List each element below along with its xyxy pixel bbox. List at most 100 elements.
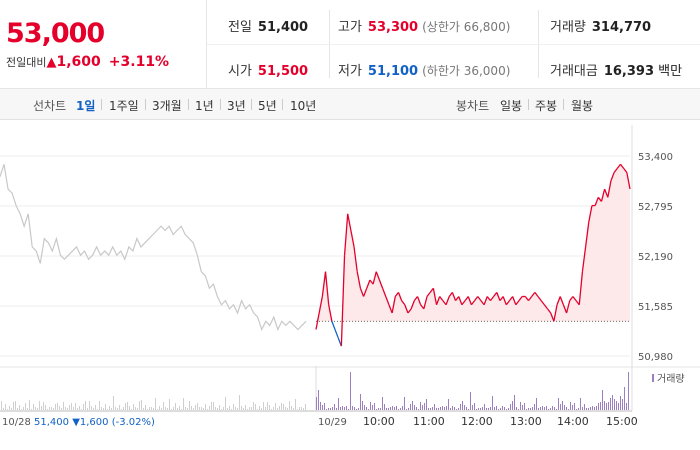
tab-3m[interactable]: 3개월 [152, 99, 182, 113]
volume-bar [510, 404, 511, 410]
price-segment [394, 291, 399, 297]
price-segment [505, 300, 510, 306]
volume-bar [412, 401, 413, 410]
tab-1y[interactable]: 1년 [195, 99, 214, 113]
price-segment [353, 246, 358, 272]
volume-bar [548, 409, 549, 410]
volume-bar [77, 408, 78, 410]
volume-bar [211, 402, 212, 410]
volume-bar [336, 408, 337, 410]
volume-bar [604, 401, 605, 410]
volume-bar [49, 407, 50, 410]
volume-bar [530, 408, 531, 410]
volume-bar [528, 408, 529, 410]
volume-bar [544, 407, 545, 410]
volume-bar [622, 399, 623, 410]
volume-bar [289, 401, 290, 410]
volume-bar [125, 403, 126, 410]
price-segment [372, 271, 377, 285]
stat-value: 53,300 [367, 20, 419, 35]
volume-bar [582, 407, 583, 410]
stat-prev-close: 전일 51,400 [228, 16, 308, 35]
volume-bar [183, 398, 184, 410]
volume-bar [358, 408, 359, 410]
volume-bar [255, 404, 256, 410]
volume-bar [243, 408, 244, 410]
price-segment [381, 287, 387, 297]
volume-bar [3, 408, 4, 410]
volume-bar [348, 409, 349, 410]
candle-chart-label: 봉차트 [456, 99, 490, 113]
price-segment [540, 300, 545, 306]
tab-3y[interactable]: 3년 [227, 99, 246, 113]
volume-bar [324, 403, 325, 410]
volume-bar [526, 409, 527, 410]
volume-bar [532, 407, 533, 410]
volume-bar [261, 408, 262, 410]
volume-bar [201, 407, 202, 410]
volume-bar [556, 409, 557, 410]
stat-open: 시가 51,500 [228, 60, 308, 79]
divider [207, 44, 700, 45]
volume-bar [370, 402, 371, 410]
stat-label: 시가 [228, 64, 252, 79]
tab-5y[interactable]: 5년 [258, 99, 277, 113]
volume-bar [554, 407, 555, 410]
volume-bar [518, 409, 519, 410]
volume-bar [454, 407, 455, 410]
volume-bar [95, 405, 96, 410]
volume-bar [610, 398, 611, 410]
volume-bar [560, 404, 561, 410]
price-segment [321, 271, 327, 297]
volume-bar [159, 406, 160, 410]
volume-bar [540, 407, 541, 410]
price-segment [607, 180, 612, 198]
tab-1d[interactable]: 1일 [76, 99, 96, 113]
tab-10y[interactable]: 10년 [290, 99, 317, 113]
price-segment [385, 296, 390, 305]
volume-bar [133, 404, 134, 410]
stat-value: 51,500 [257, 64, 309, 79]
volume-bar [207, 409, 208, 410]
volume-bar [271, 409, 272, 410]
price-segment [572, 296, 577, 302]
price-segment [464, 296, 469, 302]
price-segment [397, 292, 403, 301]
tab-monthly[interactable]: 월봉 [571, 99, 594, 113]
volume-bar [346, 406, 347, 410]
volume-bar [394, 407, 395, 410]
volume-bar [71, 403, 72, 410]
tab-weekly[interactable]: 주봉 [535, 99, 558, 113]
volume-bar [584, 404, 585, 410]
price-segment [537, 296, 542, 302]
volume-bar [362, 401, 363, 410]
volume-bar [57, 403, 58, 410]
volume-bar [151, 407, 152, 410]
price-segment [610, 172, 615, 182]
stat-label: 저가 [338, 64, 362, 79]
volume-bar [382, 397, 383, 410]
x-time-label: 14:00 [557, 415, 589, 428]
price-segment [597, 196, 602, 202]
price-segment [474, 296, 479, 302]
volume-bar [374, 403, 375, 410]
price-segment [496, 292, 501, 301]
price-segment [616, 163, 622, 169]
volume-bar [562, 401, 563, 410]
volume-bar [85, 401, 86, 410]
volume-bar [295, 399, 296, 410]
price-segment [416, 296, 422, 305]
tab-daily[interactable]: 일봉 [500, 99, 523, 113]
price-segment [483, 296, 488, 305]
volume-bar [131, 409, 132, 410]
volume-bar [225, 397, 226, 410]
volume-bar [143, 408, 144, 410]
tab-1w[interactable]: 1주일 [109, 99, 139, 113]
volume-bar [105, 404, 106, 410]
volume-bar [608, 402, 609, 410]
volume-bar [330, 408, 331, 410]
volume-bar [322, 405, 323, 410]
volume-bar [23, 407, 24, 410]
x-time-label: 15:00 [606, 415, 638, 428]
price-segment [470, 300, 476, 306]
